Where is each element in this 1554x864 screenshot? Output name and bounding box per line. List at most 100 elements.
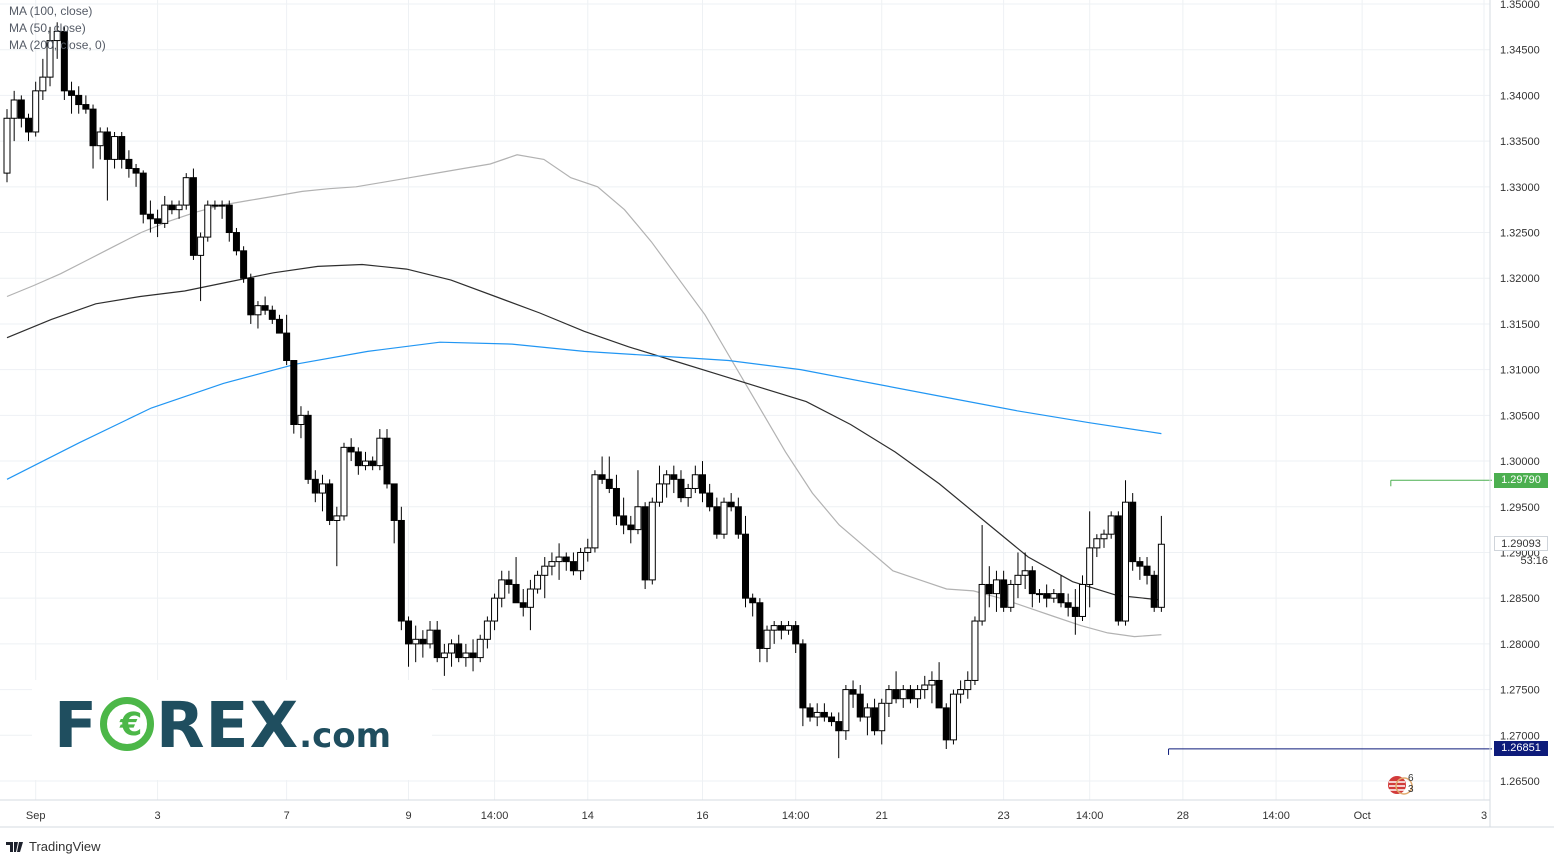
candle-body [971,620,979,681]
candle-body [304,414,312,480]
candle-body [290,360,298,425]
candle-body [168,204,176,211]
candle-body [763,629,771,649]
candle-body [1071,606,1079,617]
price-tick-label: 1.26500 [1500,776,1540,788]
tradingview-brand[interactable]: TradingView [29,838,101,854]
candle-body [985,583,993,595]
time-axis[interactable]: Sep 3 7 9 14:00 14 16 14:00 21 23 14:00 28 14:00 Oct 3 [26,810,1487,822]
current-price-label: 1.29093 [1494,536,1548,551]
candle-body [103,131,111,160]
ma-line [6,341,1162,480]
time-tick-label: 3 [1481,810,1487,822]
candle-body [261,305,269,311]
candle-body [677,478,685,499]
candle-body [139,172,147,215]
candle-body [275,318,283,334]
candle-body [799,643,807,709]
candle-body [749,597,757,604]
horizontal-levels[interactable] [1168,479,1492,755]
tradingview-logo-icon [6,842,23,852]
candle-body [254,305,262,316]
candle-body [541,565,549,576]
candle-body [813,711,821,718]
candle-body [698,474,706,494]
candle-body [785,625,793,631]
candle-body [1014,574,1022,585]
candle-body [1150,574,1158,608]
candle-body [964,679,972,691]
candle-body [161,204,169,224]
candle-body [1000,579,1008,608]
badge-count: 6 3 [1408,773,1414,795]
candle-body [204,204,212,238]
candle-body [899,689,907,700]
candle-body [627,524,635,531]
candle-body [3,117,11,174]
candle-body [1122,501,1130,622]
price-tick-label: 1.33500 [1500,136,1540,148]
candle-body [397,519,405,622]
candle-body [878,702,886,732]
candle-body [670,474,678,480]
forex-logo: F € REX.com [32,680,432,780]
candle-body [225,204,233,234]
moving-averages [6,154,1162,638]
candle-body [512,583,520,604]
price-axis[interactable]: 1.265001.270001.275001.280001.285001.290… [1500,0,1540,788]
candle-body [828,716,836,723]
candle-body [218,204,226,207]
price-tick-label: 1.34000 [1500,90,1540,102]
legend-ma100[interactable]: MA (100, close) [9,4,93,18]
candle-body [820,711,828,718]
candle-body [175,204,183,211]
candle-body [96,131,104,147]
candle-body [1007,583,1015,608]
candle-body [154,218,162,224]
footer: TradingView [0,836,101,856]
candle-body [1093,538,1101,549]
candle-body [598,474,606,480]
candle-body [419,638,427,645]
candle-body [376,437,384,467]
logo-letters-rex: REX [156,689,300,762]
candle-body [347,446,355,453]
candle-body [634,506,642,531]
candle-body [369,460,377,467]
candle-body [46,40,54,78]
candle-body [992,579,1000,595]
legend-ma200[interactable]: MA (200, close, 0) [9,38,106,52]
candle-body [871,707,879,732]
support-price-label: 1.26851 [1494,741,1548,756]
candle-body [863,707,871,718]
candle-body [949,693,957,741]
candle-body [318,483,326,494]
price-tick-label: 1.31000 [1500,365,1540,377]
us-uk-flags-badge[interactable]: 6 3 [1386,773,1420,796]
logo-o-badge: € [100,697,155,751]
candle-body [189,177,197,256]
candle-body [383,437,391,485]
candle-body [1079,583,1086,617]
candle-body [620,515,628,526]
candle-body [60,30,68,92]
candle-body [770,625,778,631]
candle-body [1157,543,1165,608]
price-tick-label: 1.27000 [1500,730,1540,742]
candle-body [655,483,663,503]
candle-body [906,689,914,700]
candle-body [584,547,592,553]
time-tick-label: 16 [696,810,708,822]
legend-ma50[interactable]: MA (50, close) [9,21,86,35]
candle-body [734,506,742,535]
candle-body [978,583,986,622]
price-tick-label: 1.35000 [1500,0,1540,11]
candle-body [53,30,61,42]
candle-body [1107,515,1115,535]
logo-wordmark: F € REX.com [54,689,391,762]
candle-body [32,90,40,133]
candle-body [914,689,922,700]
candle-body [548,561,556,567]
time-tick-label: 14:00 [782,810,810,822]
